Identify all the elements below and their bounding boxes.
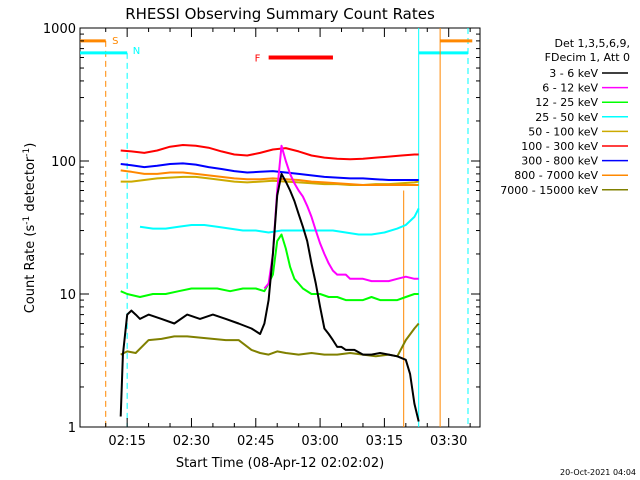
timestamp: 20-Oct-2021 04:04 — [560, 468, 636, 477]
series-line — [263, 144, 419, 290]
y-tick-label: 1 — [68, 421, 76, 436]
y-axis: 1 10 100 1000 — [43, 22, 480, 436]
legend-entry-label: 50 - 100 keV — [528, 125, 598, 138]
y-tick-label: 1000 — [43, 22, 76, 37]
flare-label: F — [255, 54, 261, 65]
legend-entry-label: 7000 - 15000 keV — [500, 184, 598, 197]
x-tick-label: 02:45 — [237, 434, 274, 449]
plot-area: S N F — [80, 28, 473, 427]
y-tick-label: 10 — [59, 288, 76, 303]
x-tick-label: 03:15 — [366, 434, 403, 449]
legend-entry-label: 12 - 25 keV — [535, 96, 598, 109]
x-tick-label: 03:30 — [430, 434, 467, 449]
chart-title: RHESSI Observing Summary Count Rates — [125, 5, 435, 23]
x-tick-label: 02:30 — [173, 434, 210, 449]
legend-header: Det 1,3,5,6,9, — [554, 37, 630, 50]
x-tick-label: 03:00 — [301, 434, 338, 449]
legend-entry-label: 300 - 800 keV — [521, 155, 598, 168]
legend-entry-label: 6 - 12 keV — [542, 82, 598, 95]
series-line — [120, 322, 420, 358]
series-line — [139, 207, 420, 236]
series-line — [120, 233, 419, 302]
legend-entry-label: 100 - 300 keV — [521, 140, 598, 153]
series-line — [119, 172, 420, 422]
x-axis-label: Start Time (08-Apr-12 02:02:02) — [176, 456, 384, 471]
x-axis: 02:15 02:30 02:45 03:00 03:15 03:30 — [105, 28, 471, 449]
legend-entry-label: 800 - 7000 keV — [514, 169, 598, 182]
night-flag-label: N — [133, 46, 140, 57]
legend-entry-label: 3 - 6 keV — [549, 67, 598, 80]
legend-header: FDecim 1, Att 0 — [545, 51, 630, 64]
series-line — [120, 169, 419, 186]
legend: Det 1,3,5,6,9,FDecim 1, Att 0 3 - 6 keV 6 … — [500, 37, 630, 197]
y-tick-label: 100 — [51, 155, 76, 170]
y-axis-label: Count Rate (s-1 detector-1) — [22, 143, 38, 314]
plot-frame — [79, 27, 481, 428]
series-line — [120, 162, 419, 181]
x-tick-label: 02:15 — [108, 434, 145, 449]
saa-flag-label: S — [112, 36, 118, 47]
legend-entry-label: 25 - 50 keV — [535, 111, 598, 124]
series-line — [120, 144, 419, 161]
